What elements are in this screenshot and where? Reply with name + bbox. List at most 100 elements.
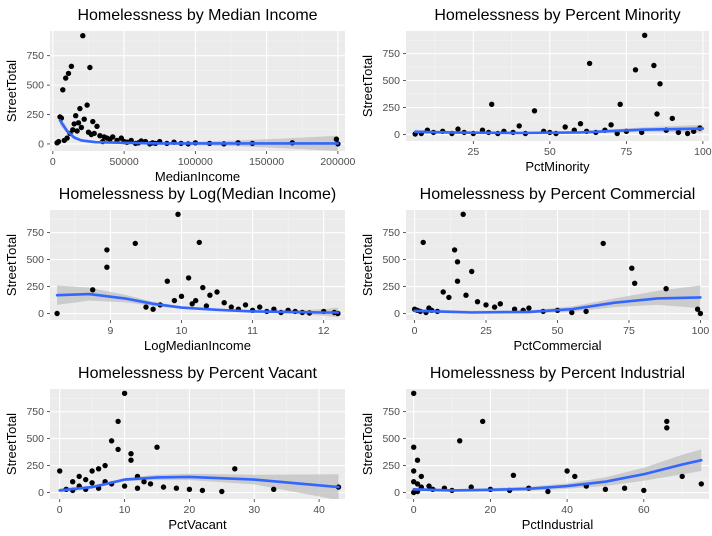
data-layer [54, 211, 341, 318]
x-tick-label: 10 [119, 504, 131, 516]
data-point [80, 33, 86, 39]
y-tick-label: 500 [382, 433, 400, 445]
data-point [526, 305, 532, 311]
data-point [154, 444, 160, 450]
y-tick-label: 250 [26, 109, 44, 121]
data-point [228, 304, 234, 310]
y-tick-label: 750 [26, 227, 44, 239]
data-point [75, 120, 82, 126]
data-point [76, 473, 82, 480]
data-point [199, 487, 206, 494]
data-point [189, 301, 195, 307]
data-point [173, 485, 180, 491]
data-point [629, 265, 635, 271]
data-point [411, 444, 417, 450]
data-point [545, 488, 551, 495]
data-point [614, 130, 620, 137]
smooth-trend-line [413, 127, 705, 135]
data-point [480, 418, 486, 425]
data-point [454, 278, 461, 284]
data-point [104, 247, 110, 253]
y-axis-label: StreetTotal [4, 234, 19, 296]
data-point [115, 418, 121, 425]
data-point [62, 75, 69, 81]
data-point [73, 113, 79, 119]
x-tick-label: 100 [694, 146, 712, 158]
smooth-trend-line [58, 119, 340, 145]
y-tick-label: 500 [382, 75, 400, 87]
y-tick-label: 250 [382, 460, 400, 472]
data-point [89, 468, 95, 474]
x-tick-label: 40 [313, 504, 325, 516]
data-point [68, 63, 75, 69]
data-point [617, 101, 623, 108]
x-tick-label: 12 [318, 325, 330, 337]
data-point [91, 130, 97, 137]
data-point [134, 485, 141, 491]
x-tick-label: 50000 [110, 156, 139, 168]
data-point [474, 299, 481, 305]
confidence-band [415, 124, 703, 134]
data-point [90, 287, 96, 293]
data-point [451, 247, 458, 253]
data-point [333, 136, 340, 142]
data-point [147, 481, 154, 487]
y-tick-label: 500 [26, 254, 44, 266]
data-point [65, 70, 72, 77]
chart-panel-5: 0 10 20 30 40 0 250 500 750 Homelessness by Perce… [4, 365, 345, 532]
x-tick-label: 75 [621, 146, 633, 158]
y-axis-label: StreetTotal [360, 413, 375, 475]
data-point [632, 67, 639, 73]
smooth-trend-line [58, 475, 340, 492]
x-tick-label: 0 [411, 504, 417, 516]
y-tick-label: 750 [26, 50, 44, 62]
data-point [102, 462, 108, 469]
data-point [679, 473, 685, 480]
data-point [454, 259, 461, 265]
x-axis-label: PctVacant [168, 517, 227, 532]
data-point [664, 425, 670, 431]
y-tick-label: 0 [38, 487, 44, 499]
confidence-band [413, 449, 702, 492]
data-point [411, 390, 417, 396]
y-tick-label: 0 [38, 138, 44, 150]
x-tick-label: 60 [638, 504, 650, 516]
data-point [143, 304, 149, 310]
data-point [196, 239, 202, 246]
chart-title: Homelessness by Percent Industrial [430, 365, 685, 382]
data-point [87, 64, 93, 71]
data-point [664, 418, 670, 425]
data-point [77, 105, 83, 112]
data-point [81, 116, 87, 122]
data-point [128, 457, 134, 463]
y-tick-label: 250 [382, 102, 400, 114]
y-axis-label: StreetTotal [4, 413, 19, 475]
data-point [510, 472, 517, 478]
data-point [186, 486, 193, 492]
x-tick-label: 0 [57, 504, 63, 516]
data-point [642, 32, 648, 38]
data-point [70, 479, 76, 485]
data-point [684, 130, 691, 137]
smooth-trend-line [55, 292, 340, 314]
data-point [569, 309, 575, 316]
data-point [193, 297, 199, 304]
data-point [663, 286, 669, 292]
data-point [78, 124, 85, 131]
data-point [108, 438, 115, 444]
x-tick-label: 9 [107, 325, 113, 337]
x-tick-label: 20 [184, 504, 196, 516]
data-point [242, 302, 249, 308]
data-point [440, 289, 446, 295]
chart-title: Homelessness by Percent Minority [434, 7, 680, 24]
data-point [150, 306, 156, 312]
data-point [675, 129, 682, 136]
y-axis-label: StreetTotal [360, 55, 375, 117]
data-point [57, 114, 63, 120]
data-layer [412, 32, 705, 137]
x-tick-label: 25 [467, 146, 479, 158]
y-tick-label: 500 [26, 433, 44, 445]
data-point [271, 486, 277, 492]
y-axis-label: StreetTotal [360, 234, 375, 296]
